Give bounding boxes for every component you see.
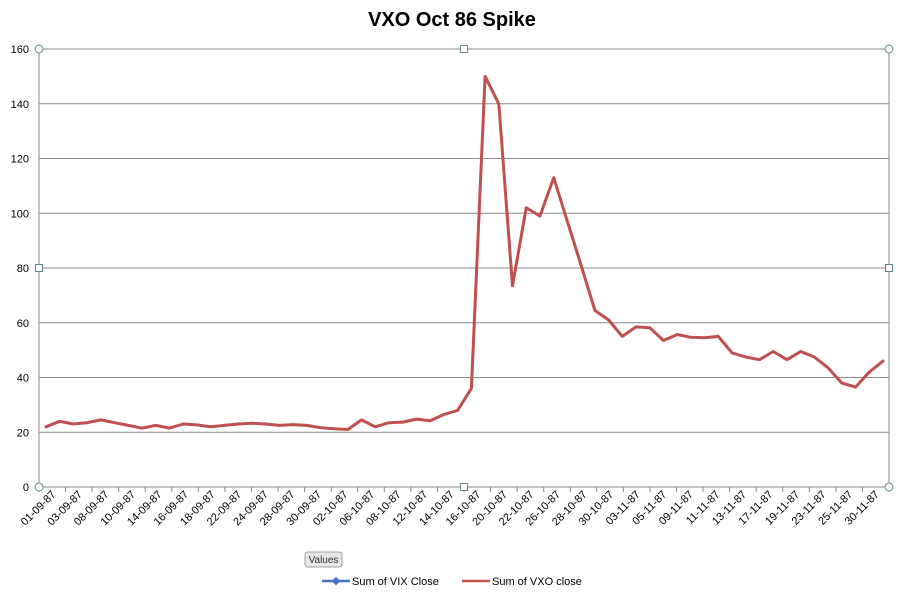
y-tick-label: 100 bbox=[11, 208, 29, 220]
data-point bbox=[744, 355, 747, 358]
data-point bbox=[127, 424, 130, 427]
data-point bbox=[840, 381, 843, 384]
resize-handle-corner[interactable] bbox=[34, 482, 44, 492]
data-point bbox=[552, 176, 555, 179]
data-point bbox=[621, 335, 624, 338]
data-point bbox=[662, 339, 665, 342]
y-tick-label: 120 bbox=[11, 154, 29, 166]
data-point bbox=[470, 387, 473, 390]
data-point bbox=[401, 421, 404, 424]
legend-item-vix: Sum of VIX Close bbox=[322, 576, 439, 588]
data-point bbox=[113, 421, 116, 424]
data-point bbox=[525, 206, 528, 209]
data-point bbox=[635, 325, 638, 328]
data-point bbox=[45, 425, 48, 428]
data-point bbox=[442, 413, 445, 416]
legend-label-vix: Sum of VIX Close bbox=[352, 576, 439, 588]
data-point bbox=[868, 371, 871, 374]
data-point bbox=[882, 360, 885, 363]
legend-label-vxo: Sum of VXO close bbox=[492, 576, 582, 588]
data-point bbox=[772, 350, 775, 353]
data-point bbox=[703, 336, 706, 339]
values-field-button[interactable]: Values bbox=[304, 551, 343, 568]
y-axis: 0 20 40 60 80 100 120 140 160 bbox=[11, 44, 29, 494]
data-point bbox=[141, 427, 144, 430]
data-point bbox=[333, 427, 336, 430]
data-point bbox=[813, 355, 816, 358]
data-point bbox=[305, 424, 308, 427]
resize-handle-corner[interactable] bbox=[884, 482, 894, 492]
data-point bbox=[456, 409, 459, 412]
data-point bbox=[360, 418, 363, 421]
data-point bbox=[593, 309, 596, 312]
data-point bbox=[250, 422, 253, 425]
data-point bbox=[676, 333, 679, 336]
data-point bbox=[799, 350, 802, 353]
data-point bbox=[497, 102, 500, 105]
selection-handles[interactable] bbox=[34, 44, 894, 492]
legend-item-vxo: Sum of VXO close bbox=[462, 576, 582, 588]
resize-handle-side[interactable] bbox=[35, 264, 43, 272]
resize-handle-corner[interactable] bbox=[34, 44, 44, 54]
x-axis: 01-09-8703-09-8708-09-8710-09-8714-09-87… bbox=[19, 487, 890, 528]
data-point bbox=[538, 214, 541, 217]
data-point bbox=[607, 319, 610, 322]
y-tick-label: 80 bbox=[17, 263, 29, 275]
series-lines bbox=[44, 74, 885, 431]
data-point bbox=[415, 418, 418, 421]
data-point bbox=[182, 423, 185, 426]
data-point bbox=[511, 284, 514, 287]
data-point bbox=[566, 220, 569, 223]
resize-handle-corner[interactable] bbox=[884, 44, 894, 54]
y-tick-label: 160 bbox=[11, 44, 29, 56]
data-point bbox=[346, 428, 349, 431]
gridlines bbox=[38, 48, 890, 488]
y-tick-label: 60 bbox=[17, 318, 29, 330]
resize-handle-side[interactable] bbox=[460, 45, 468, 53]
values-field-label: Values bbox=[309, 555, 339, 566]
data-point bbox=[72, 423, 75, 426]
series-line-1 bbox=[44, 74, 885, 431]
data-point bbox=[86, 421, 89, 424]
data-point bbox=[195, 423, 198, 426]
data-point bbox=[785, 358, 788, 361]
data-point bbox=[223, 424, 226, 427]
data-point bbox=[209, 425, 212, 428]
y-tick-label: 140 bbox=[11, 99, 29, 111]
chart-title: VXO Oct 86 Spike bbox=[368, 9, 536, 31]
data-point bbox=[648, 326, 651, 329]
data-point bbox=[731, 351, 734, 354]
data-point bbox=[429, 419, 432, 422]
data-point bbox=[319, 426, 322, 429]
data-point bbox=[278, 424, 281, 427]
data-point bbox=[854, 386, 857, 389]
legend: Sum of VIX Close Sum of VXO close bbox=[322, 576, 582, 588]
data-point bbox=[99, 418, 102, 421]
data-point bbox=[168, 427, 171, 430]
data-point bbox=[374, 425, 377, 428]
y-tick-label: 40 bbox=[17, 373, 29, 385]
data-point bbox=[758, 358, 761, 361]
data-point bbox=[58, 420, 61, 423]
data-point bbox=[580, 264, 583, 267]
data-point bbox=[689, 336, 692, 339]
data-point bbox=[717, 335, 720, 338]
y-tick-label: 0 bbox=[23, 482, 29, 494]
data-point bbox=[388, 421, 391, 424]
data-point bbox=[264, 423, 267, 426]
data-point bbox=[827, 366, 830, 369]
data-point bbox=[237, 423, 240, 426]
resize-handle-side[interactable] bbox=[460, 483, 468, 491]
diamond-marker-icon bbox=[331, 576, 341, 586]
data-point bbox=[154, 424, 157, 427]
data-point bbox=[291, 423, 294, 426]
resize-handle-side[interactable] bbox=[885, 264, 893, 272]
data-point bbox=[484, 75, 487, 78]
y-tick-label: 20 bbox=[17, 427, 29, 439]
